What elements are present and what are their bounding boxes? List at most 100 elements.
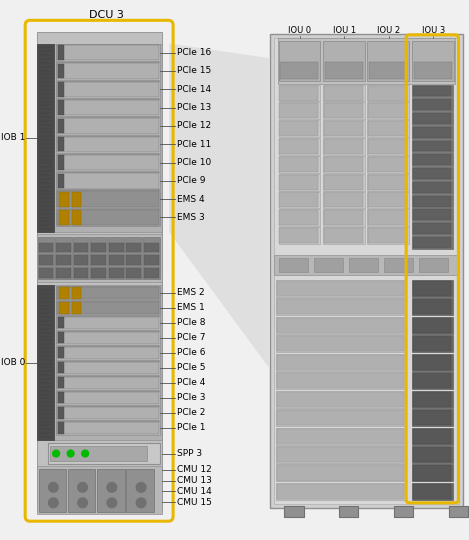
Text: CMU 15: CMU 15 xyxy=(177,498,212,507)
Text: IOU 2: IOU 2 xyxy=(377,26,401,35)
Bar xyxy=(57,155,159,170)
Bar xyxy=(37,466,161,515)
Bar xyxy=(57,63,159,79)
Bar xyxy=(74,255,89,265)
Bar xyxy=(413,86,451,97)
Bar xyxy=(413,154,451,165)
Bar xyxy=(412,280,453,297)
Bar xyxy=(413,223,451,234)
Text: EMS 4: EMS 4 xyxy=(177,194,204,204)
Bar xyxy=(144,255,159,265)
Text: CMU 12: CMU 12 xyxy=(177,465,212,475)
Bar xyxy=(127,469,154,511)
Bar xyxy=(57,347,159,359)
Bar xyxy=(56,255,71,265)
Bar xyxy=(277,429,404,443)
Bar xyxy=(412,112,453,125)
Bar xyxy=(413,182,451,193)
Bar xyxy=(56,406,159,420)
Bar xyxy=(73,237,90,280)
Circle shape xyxy=(107,498,117,508)
Bar xyxy=(368,192,409,208)
Bar xyxy=(279,156,320,173)
Bar xyxy=(57,422,159,434)
Bar xyxy=(323,40,364,81)
Bar xyxy=(58,82,64,97)
Bar xyxy=(276,335,405,352)
Bar xyxy=(277,281,404,296)
Bar xyxy=(323,192,364,208)
Circle shape xyxy=(107,483,117,492)
Bar xyxy=(394,506,413,517)
Circle shape xyxy=(48,498,58,508)
Bar xyxy=(58,100,64,115)
Bar xyxy=(412,98,453,111)
Bar xyxy=(56,191,159,208)
Bar xyxy=(58,377,64,388)
Bar xyxy=(58,422,64,434)
Text: IOB 0: IOB 0 xyxy=(1,358,25,367)
Bar xyxy=(413,318,451,333)
Bar xyxy=(369,192,407,207)
Bar xyxy=(144,242,159,252)
Bar xyxy=(37,285,54,440)
Bar xyxy=(323,156,364,173)
Bar xyxy=(280,86,318,100)
Bar xyxy=(91,242,106,252)
Bar xyxy=(324,86,363,100)
Bar xyxy=(58,156,64,170)
Bar xyxy=(48,443,159,464)
Bar xyxy=(57,377,159,389)
Bar xyxy=(57,118,159,133)
Bar xyxy=(56,391,159,405)
Bar xyxy=(412,409,453,426)
Bar xyxy=(72,302,81,314)
Bar xyxy=(369,86,407,100)
Bar xyxy=(314,258,343,272)
Bar xyxy=(412,446,453,463)
Bar xyxy=(413,210,451,220)
Bar xyxy=(56,346,159,360)
Bar xyxy=(57,362,159,374)
Text: IOU 1: IOU 1 xyxy=(333,26,356,35)
Bar xyxy=(277,355,404,370)
Bar xyxy=(413,484,451,499)
Bar xyxy=(339,506,358,517)
Bar xyxy=(276,390,405,408)
Bar xyxy=(280,139,318,154)
Bar xyxy=(412,428,453,444)
Bar xyxy=(412,222,453,235)
Bar xyxy=(368,120,409,137)
Bar xyxy=(324,121,363,136)
Bar xyxy=(413,281,451,296)
Bar xyxy=(50,446,147,461)
Bar xyxy=(37,234,161,282)
Bar xyxy=(413,429,451,443)
Bar xyxy=(284,506,303,517)
Text: PCIe 11: PCIe 11 xyxy=(177,140,211,149)
Bar xyxy=(413,237,451,248)
Bar xyxy=(280,62,318,79)
Bar xyxy=(324,157,363,172)
Bar xyxy=(413,447,451,462)
Bar xyxy=(413,99,451,110)
Text: PCIe 8: PCIe 8 xyxy=(177,318,205,327)
Bar xyxy=(277,336,404,352)
Text: PCIe 3: PCIe 3 xyxy=(177,394,205,402)
Text: IOB 1: IOB 1 xyxy=(1,133,25,143)
Text: EMS 3: EMS 3 xyxy=(177,213,205,222)
Bar xyxy=(414,62,452,79)
Bar xyxy=(413,140,451,152)
Bar xyxy=(279,174,320,191)
Bar xyxy=(72,192,81,207)
Bar xyxy=(68,469,95,511)
Text: PCIe 4: PCIe 4 xyxy=(177,379,205,387)
Bar xyxy=(413,195,451,206)
Bar xyxy=(126,237,142,280)
Bar xyxy=(277,465,404,481)
Bar xyxy=(323,174,364,191)
Bar xyxy=(276,428,405,444)
Text: IOU 0: IOU 0 xyxy=(288,26,311,35)
Bar xyxy=(57,192,159,207)
Bar xyxy=(413,299,451,314)
